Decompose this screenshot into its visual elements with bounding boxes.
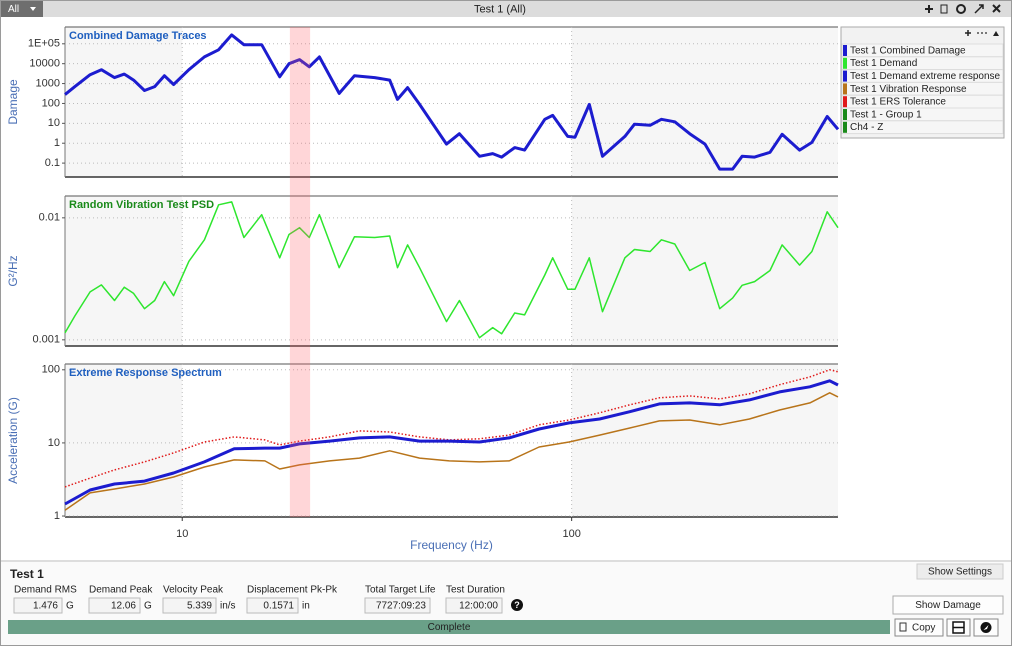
show-damage-label: Show Damage: [915, 600, 981, 611]
plot-shade: [571, 364, 838, 517]
plot-shade: [571, 27, 838, 177]
data-line: [64, 379, 839, 506]
field-unit: G: [144, 601, 152, 612]
legend-label: Test 1 ERS Tolerance: [850, 97, 946, 108]
y-tick-label: 1E+05: [28, 38, 60, 50]
y-tick-label: 10: [48, 437, 60, 449]
field-label: Total Target Life: [365, 585, 436, 596]
field-box: [88, 597, 141, 614]
field-value: 5.339: [187, 601, 212, 612]
field-unit: G: [66, 601, 74, 612]
y-tick-label: 0.01: [39, 212, 60, 224]
field-box: [162, 597, 217, 614]
legend-row[interactable]: [841, 120, 1004, 135]
y-tick-label: 1: [54, 510, 60, 522]
x-axis-label: Frequency (Hz): [410, 538, 493, 552]
add-icon[interactable]: [925, 5, 933, 13]
y-tick-label: 100: [42, 97, 60, 109]
field-unit: in/s: [220, 601, 236, 612]
field-value: 12:00:00: [459, 601, 498, 612]
legend-swatch: [843, 96, 847, 108]
settings-icon[interactable]: [956, 4, 966, 14]
data-line: [64, 33, 840, 171]
field-label: Demand Peak: [89, 585, 153, 596]
y-axis-label: Damage: [6, 79, 20, 125]
panel-title: Test 1: [10, 567, 44, 581]
y-tick-label: 10000: [29, 58, 60, 70]
y-tick-label: 1000: [36, 77, 60, 89]
status-label: Complete: [428, 622, 471, 633]
legend-menu-dot[interactable]: [985, 32, 987, 34]
field-box: [246, 597, 299, 614]
legend-label: Test 1 - Group 1: [850, 109, 922, 120]
help-icon[interactable]: [511, 599, 523, 611]
show-settings-button[interactable]: [916, 563, 1004, 580]
field-box: [13, 597, 63, 614]
chart-title: Extreme Response Spectrum: [69, 367, 222, 379]
filter-label: All: [8, 4, 19, 15]
field-value: 0.1571: [263, 601, 294, 612]
legend-swatch: [843, 121, 847, 133]
chart-title: Random Vibration Test PSD: [69, 199, 214, 211]
y-tick-label: 10: [48, 117, 60, 129]
field-unit: in: [302, 601, 310, 612]
copy-button[interactable]: [894, 618, 944, 637]
data-line: [64, 392, 839, 511]
close-icon[interactable]: [992, 4, 1001, 13]
y-tick-label: 0.001: [32, 334, 60, 346]
copy-label: Copy: [912, 623, 935, 634]
legend-swatch: [843, 70, 847, 82]
field-value: 1.476: [33, 601, 58, 612]
title-bar: [1, 1, 1011, 17]
field-label: Velocity Peak: [163, 585, 224, 596]
field-label: Displacement Pk-Pk: [247, 585, 338, 596]
compass-needle: [983, 625, 989, 630]
expand-icon[interactable]: [974, 4, 984, 14]
legend-collapse[interactable]: [993, 31, 999, 36]
y-axis-label: Acceleration (G): [6, 397, 20, 484]
y-tick-label: 100: [42, 364, 60, 376]
help-glyph: ?: [514, 600, 520, 610]
copy-icon[interactable]: [940, 4, 948, 14]
plot-shade: [65, 27, 183, 177]
legend-label: Test 1 Demand: [850, 58, 917, 69]
field-value: 7727:09:23: [376, 601, 426, 612]
legend-label: Test 1 Vibration Response: [850, 84, 967, 95]
legend-swatch: [843, 83, 847, 95]
legend-label: Test 1 Combined Damage: [850, 45, 966, 56]
legend-swatch: [843, 57, 847, 69]
window-title: Test 1 (All): [474, 3, 526, 15]
dropdown-arrow: [30, 7, 36, 11]
legend-label: Ch4 - Z: [850, 122, 883, 133]
legend-label: Test 1 Demand extreme response: [850, 71, 1001, 82]
field-box: [445, 597, 503, 614]
field-label: Test Duration: [446, 585, 505, 596]
legend-menu-dot[interactable]: [981, 32, 983, 34]
show-settings-label: Show Settings: [928, 567, 992, 578]
data-line: [64, 369, 839, 488]
x-tick-label: 100: [562, 528, 580, 540]
status-bar: [8, 620, 890, 634]
filter-dropdown[interactable]: [1, 1, 43, 17]
show-damage-button[interactable]: [892, 595, 1004, 615]
field-label: Demand RMS: [14, 585, 77, 596]
plot-shade: [65, 196, 183, 346]
legend-add[interactable]: [965, 30, 971, 36]
y-tick-label: 0.1: [45, 157, 60, 169]
y-tick-label: 1: [54, 137, 60, 149]
highlight-band: [289, 27, 311, 517]
legend-swatch: [843, 109, 847, 120]
legend-menu-dot[interactable]: [977, 32, 979, 34]
data-line: [64, 201, 839, 339]
field-value: 12.06: [111, 601, 136, 612]
y-axis-label: G²/Hz: [6, 255, 20, 286]
x-tick-label: 10: [176, 528, 188, 540]
copy-button-icon: [899, 622, 907, 632]
field-box: [364, 597, 431, 614]
legend-swatch: [843, 45, 847, 56]
chart-title: Combined Damage Traces: [69, 30, 207, 42]
plot-shade: [571, 196, 838, 346]
